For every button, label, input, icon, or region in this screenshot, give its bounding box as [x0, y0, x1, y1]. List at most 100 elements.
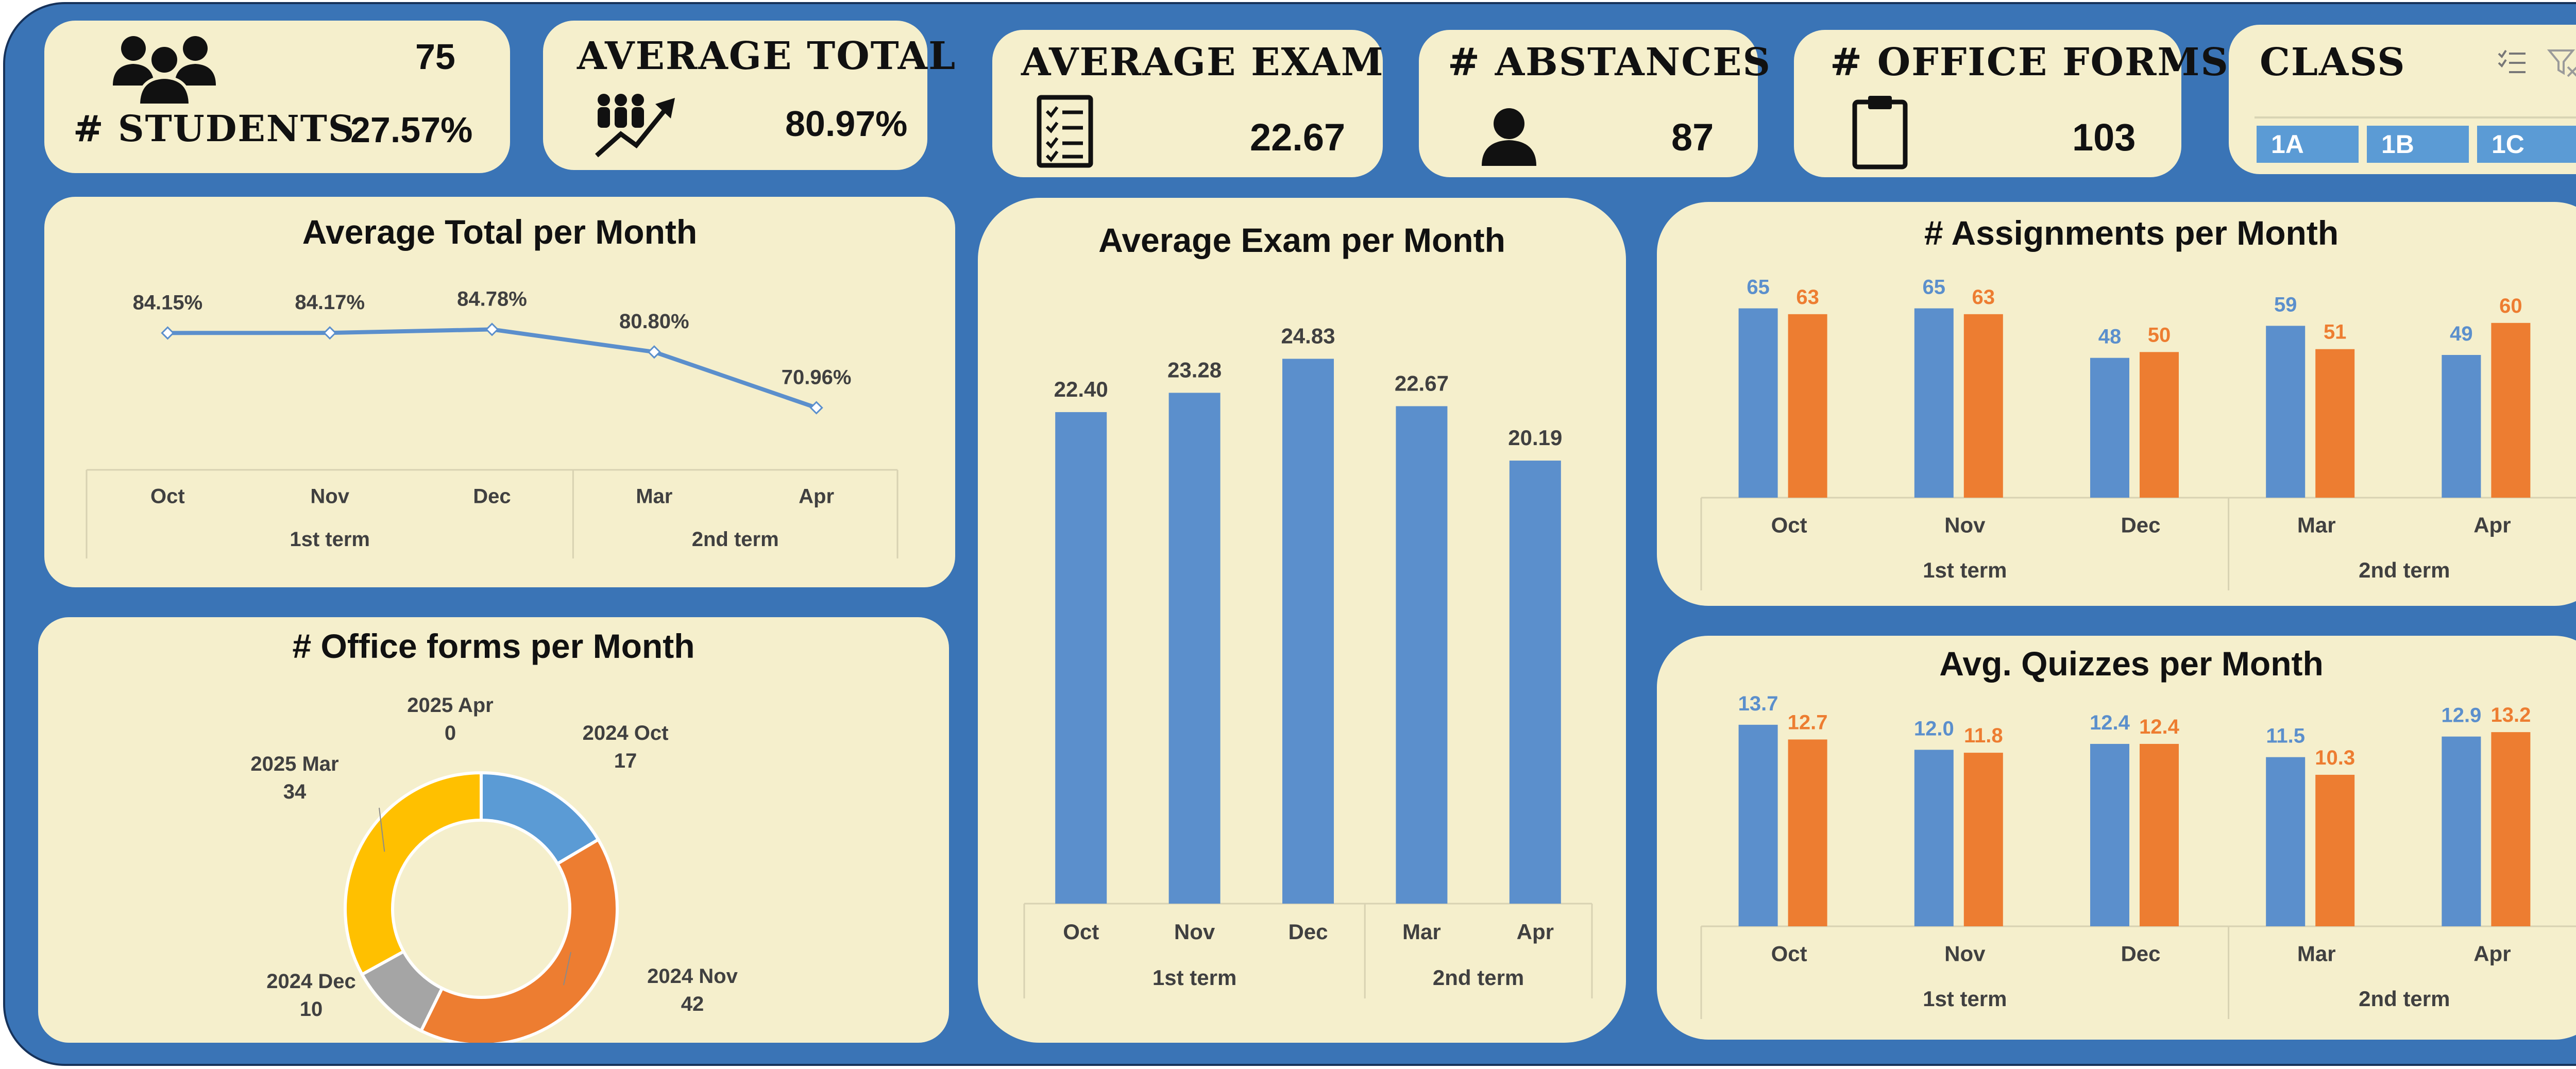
donut-slice	[419, 837, 619, 1043]
quizzes-group-label: 2nd term	[2359, 987, 2450, 1011]
quizzes-chart: 1st term 2nd term Oct Nov Dec Mar Apr 13.7 12.0 1…	[1700, 692, 2576, 1019]
donut-slice-value: 34	[283, 780, 307, 803]
office-forms-chart: 2024 Oct 17 2024 Nov 42 2024 Dec 10 2025 Mar 34…	[250, 694, 738, 1043]
class-option-1b[interactable]: 1B	[2367, 126, 2469, 163]
assignments-bar	[1914, 308, 1954, 498]
assignments-data-label: 48	[2098, 326, 2122, 348]
donut-leader-line	[379, 807, 385, 852]
assignments-data-label: 51	[2324, 321, 2347, 344]
average-exam-value: 22.67	[1250, 116, 1346, 159]
quizzes-tick-label: Apr	[2473, 942, 2511, 966]
donut-slice-label: 2025 Apr	[407, 694, 494, 717]
quizzes-tick-label: Dec	[2121, 942, 2160, 966]
quizzes-bar	[1738, 724, 1778, 926]
person-icon	[1482, 108, 1536, 166]
multi-select-icon[interactable]	[2497, 47, 2528, 78]
quizzes-bar	[2442, 736, 2481, 926]
assignments-tick-label: Dec	[2121, 513, 2160, 537]
quizzes-tick-label: Nov	[1944, 942, 1986, 966]
donut-slice-label: 2024 Nov	[647, 965, 738, 988]
donut-slice-value: 42	[681, 993, 704, 1015]
class-option-1c[interactable]: 1C	[2477, 126, 2576, 163]
avg-total-chart-title: Average Total per Month	[302, 213, 698, 251]
kpi-average-exam-card: AVERAGE EXAM 22.67	[992, 30, 1383, 177]
avg-exam-bar	[1509, 461, 1561, 904]
assignments-bar	[2442, 354, 2481, 498]
avg-total-tick-label: Dec	[473, 485, 511, 508]
assignments-bar	[2090, 358, 2129, 498]
donut-slice-value: 10	[300, 998, 323, 1021]
office-forms-chart-title: # Office forms per Month	[292, 627, 695, 665]
avg-total-point	[161, 326, 175, 340]
avg-exam-data-label: 22.40	[1054, 377, 1108, 401]
avg-exam-data-label: 22.67	[1395, 371, 1449, 395]
assignments-tick-label: Apr	[2473, 513, 2511, 537]
avg-exam-tick-label: Nov	[1174, 920, 1215, 944]
quizzes-group-label: 1st term	[1923, 987, 2007, 1011]
avg-total-tick-label: Mar	[636, 485, 672, 508]
quizzes-chart-title: Avg. Quizzes per Month	[1939, 644, 2324, 683]
clear-filter-icon[interactable]	[2547, 47, 2576, 78]
donut-slice-label: 2024 Oct	[583, 722, 669, 744]
assignments-chart-title: # Assignments per Month	[1924, 214, 2339, 252]
assignments-group-label: 2nd term	[2359, 558, 2450, 582]
quizzes-bar	[1963, 753, 2003, 926]
assignments-group-label: 1st term	[1923, 558, 2007, 582]
assignments-data-label: 65	[1923, 276, 1946, 299]
avg-total-data-label: 84.15%	[133, 291, 203, 314]
quizzes-bar	[2090, 743, 2129, 926]
assignments-data-label: 59	[2274, 293, 2297, 316]
kpi-average-total-card: AVERAGE TOTAL 80.97%	[543, 21, 955, 170]
avg-exam-group-label: 1st term	[1153, 965, 1236, 990]
quizzes-data-label: 13.7	[1738, 692, 1778, 715]
avg-exam-bar	[1168, 393, 1221, 904]
quizzes-tick-label: Mar	[2297, 942, 2336, 966]
quizzes-tick-label: Oct	[1771, 942, 1807, 966]
students-label: # STUDENTS	[73, 107, 355, 150]
quizzes-bar	[2315, 774, 2355, 926]
avg-exam-tick-label: Mar	[1402, 920, 1441, 944]
office-forms-label: # OFFICE FORMS	[1830, 40, 2229, 84]
avg-total-data-label: 84.78%	[457, 287, 527, 310]
assignments-bar	[1963, 314, 2003, 498]
quizzes-data-label: 12.9	[2441, 704, 2481, 727]
avg-exam-data-label: 20.19	[1508, 426, 1562, 450]
avg-total-group-label: 1st term	[290, 528, 370, 551]
quizzes-bar	[1788, 739, 1827, 926]
avg-total-group-label: 2nd term	[692, 528, 779, 551]
assignments-data-label: 49	[2450, 323, 2473, 345]
avg-total-tick-label: Apr	[799, 485, 834, 508]
avg-exam-bar	[1282, 359, 1334, 904]
donut-slice-label: 2024 Dec	[266, 970, 355, 993]
assignments-chart-card: # Assignments per Month 1st term 2nd term…	[1657, 202, 2576, 606]
avg-total-point	[323, 326, 337, 340]
avg-total-tick-label: Oct	[150, 485, 185, 508]
avg-total-point	[647, 345, 661, 359]
assignments-tick-label: Mar	[2297, 513, 2336, 537]
avg-total-tick-label: Nov	[310, 485, 349, 508]
avg-exam-data-label: 23.28	[1167, 358, 1222, 382]
avg-total-data-label: 70.96%	[782, 366, 852, 388]
assignments-data-label: 50	[2148, 324, 2171, 346]
checklist-icon	[1037, 95, 1093, 168]
quizzes-data-label: 11.5	[2266, 725, 2305, 748]
students-percent: 27.57%	[350, 110, 473, 150]
people-group-icon	[113, 36, 216, 106]
abstances-value: 87	[1671, 116, 1714, 159]
quizzes-bar	[2140, 743, 2179, 926]
assignments-tick-label: Oct	[1771, 513, 1807, 537]
quizzes-data-label: 10.3	[2315, 746, 2355, 769]
class-option-1a[interactable]: 1A	[2257, 126, 2359, 163]
avg-exam-bar	[1055, 412, 1107, 904]
quizzes-chart-card: Avg. Quizzes per Month 1st term 2nd term O…	[1657, 636, 2576, 1040]
average-total-label: AVERAGE TOTAL	[577, 34, 957, 78]
quizzes-data-label: 12.0	[1914, 717, 1954, 740]
students-count: 75	[415, 37, 455, 77]
abstances-label: # ABSTANCES	[1448, 40, 1771, 84]
dashboard-frame: 75 # STUDENTS 27.57% AVERAGE TOTAL 80.97…	[3, 2, 2576, 1066]
growth-people-icon	[595, 94, 675, 158]
assignments-data-label: 63	[1972, 286, 1995, 309]
donut-slice-value: 0	[445, 722, 456, 744]
avg-total-data-label: 84.17%	[295, 291, 365, 314]
assignments-bar	[2266, 326, 2306, 498]
